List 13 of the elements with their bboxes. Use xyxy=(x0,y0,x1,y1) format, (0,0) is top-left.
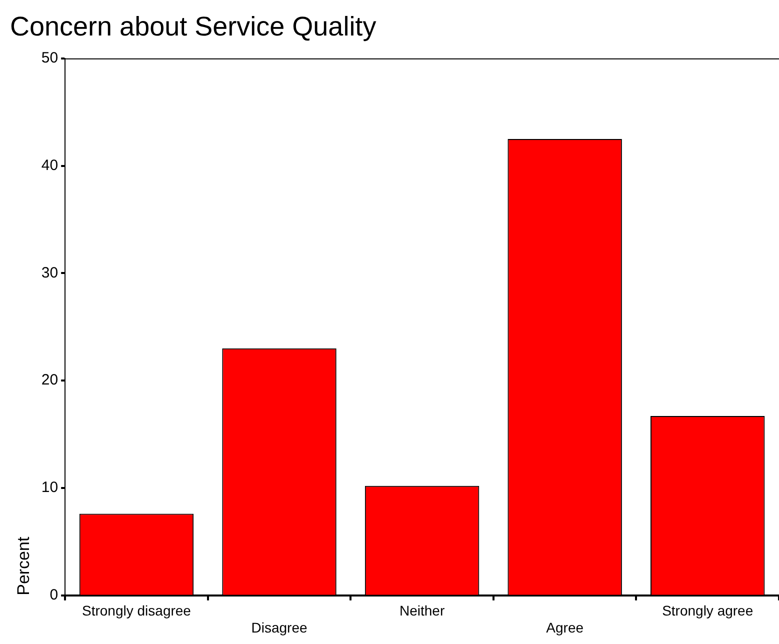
y-tick-label: 30 xyxy=(41,264,58,282)
x-tick-label: Strongly disagree xyxy=(82,602,192,619)
x-tick-label: Disagree xyxy=(251,619,308,636)
x-tick-label: Agree xyxy=(546,619,584,636)
y-tick-label: 0 xyxy=(50,586,58,604)
y-axis-title: Percent xyxy=(14,536,33,596)
y-tick-label: 40 xyxy=(41,156,58,174)
chart-title: Concern about Service Quality xyxy=(10,12,377,42)
x-tick-label: Neither xyxy=(399,602,445,619)
y-tick-label: 10 xyxy=(41,479,58,496)
y-tick-label: 20 xyxy=(41,372,58,389)
x-tick-label: Strongly agree xyxy=(662,602,754,619)
y-tick-label: 50 xyxy=(41,50,58,67)
